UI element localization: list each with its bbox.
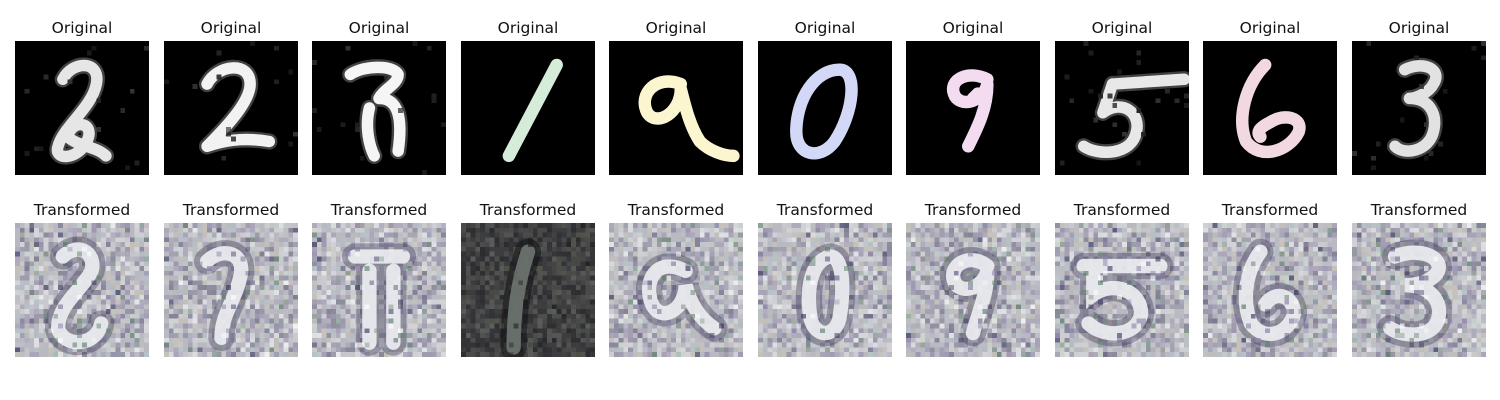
transformed-panel-6: Transformed	[758, 199, 892, 357]
digit-image	[1203, 41, 1337, 175]
digit-image	[15, 41, 149, 175]
panel-title: Transformed	[627, 201, 725, 219]
digit-image	[906, 223, 1040, 357]
original-panel-5: Original	[609, 17, 743, 175]
transformed-panel-4: Transformed	[461, 199, 595, 357]
transformed-panel-5: Transformed	[609, 199, 743, 357]
digit-image	[609, 223, 743, 357]
digit-image	[461, 41, 595, 175]
panel-title: Original	[794, 19, 856, 37]
digit-stroke	[790, 63, 858, 160]
digit-image	[1203, 223, 1337, 357]
transformed-panel-2: Transformed	[164, 199, 298, 357]
panel-title: Transformed	[330, 201, 428, 219]
panel-title: Original	[51, 19, 113, 37]
digit-image	[1352, 223, 1486, 357]
digit-image	[1055, 41, 1189, 175]
digit-stroke	[502, 58, 563, 163]
digit-image	[312, 223, 446, 357]
original-panel-10: Original	[1352, 17, 1486, 175]
panel-title: Transformed	[33, 201, 131, 219]
original-panel-6: Original	[758, 17, 892, 175]
original-panel-4: Original	[461, 17, 595, 175]
transformed-panel-3: Transformed	[312, 199, 446, 357]
panel-title: Original	[1091, 19, 1153, 37]
original-panel-8: Original	[1055, 17, 1189, 175]
panel-title: Original	[1388, 19, 1450, 37]
panel-title: Original	[645, 19, 707, 37]
digit-image	[1352, 41, 1486, 175]
panel-title: Transformed	[479, 201, 577, 219]
panel-title: Transformed	[1221, 201, 1319, 219]
digit-image	[609, 41, 743, 175]
digit-stroke	[1076, 258, 1168, 341]
digit-image	[758, 41, 892, 175]
transformed-panel-1: Transformed	[15, 199, 149, 357]
digit-stroke	[51, 59, 112, 163]
digit-image	[15, 223, 149, 357]
panel-title: Original	[497, 19, 559, 37]
panel-title: Transformed	[776, 201, 874, 219]
original-panel-1: Original	[15, 17, 149, 175]
panel-title: Transformed	[182, 201, 280, 219]
digit-image	[758, 223, 892, 357]
original-panel-3: Original	[312, 17, 446, 175]
transformed-panel-7: Transformed	[906, 199, 1040, 357]
panel-title: Transformed	[924, 201, 1022, 219]
transformed-panel-8: Transformed	[1055, 199, 1189, 357]
transformed-panel-10: Transformed	[1352, 199, 1486, 357]
digit-stroke	[50, 242, 109, 350]
digit-image	[1055, 223, 1189, 357]
digit-stroke	[1236, 58, 1306, 159]
digit-image	[164, 223, 298, 357]
digit-image	[312, 41, 446, 175]
original-panel-9: Original	[1203, 17, 1337, 175]
panel-title: Original	[200, 19, 262, 37]
digit-image	[906, 41, 1040, 175]
digit-stroke	[1389, 60, 1442, 157]
digit-stroke	[506, 244, 536, 355]
panel-title: Transformed	[1073, 201, 1171, 219]
original-panel-2: Original	[164, 17, 298, 175]
panel-title: Transformed	[1370, 201, 1468, 219]
digit-stroke	[801, 249, 850, 341]
digit-stroke	[946, 69, 994, 153]
transformed-panel-9: Transformed	[1203, 199, 1337, 357]
digit-stroke	[641, 259, 722, 336]
digit-image	[461, 223, 595, 357]
digit-stroke	[344, 61, 406, 162]
digit-stroke	[201, 62, 276, 153]
panel-title: Original	[1239, 19, 1301, 37]
digit-image	[164, 41, 298, 175]
panel-title: Original	[942, 19, 1004, 37]
original-panel-7: Original	[906, 17, 1040, 175]
panel-title: Original	[348, 19, 410, 37]
digit-stroke	[638, 75, 740, 163]
